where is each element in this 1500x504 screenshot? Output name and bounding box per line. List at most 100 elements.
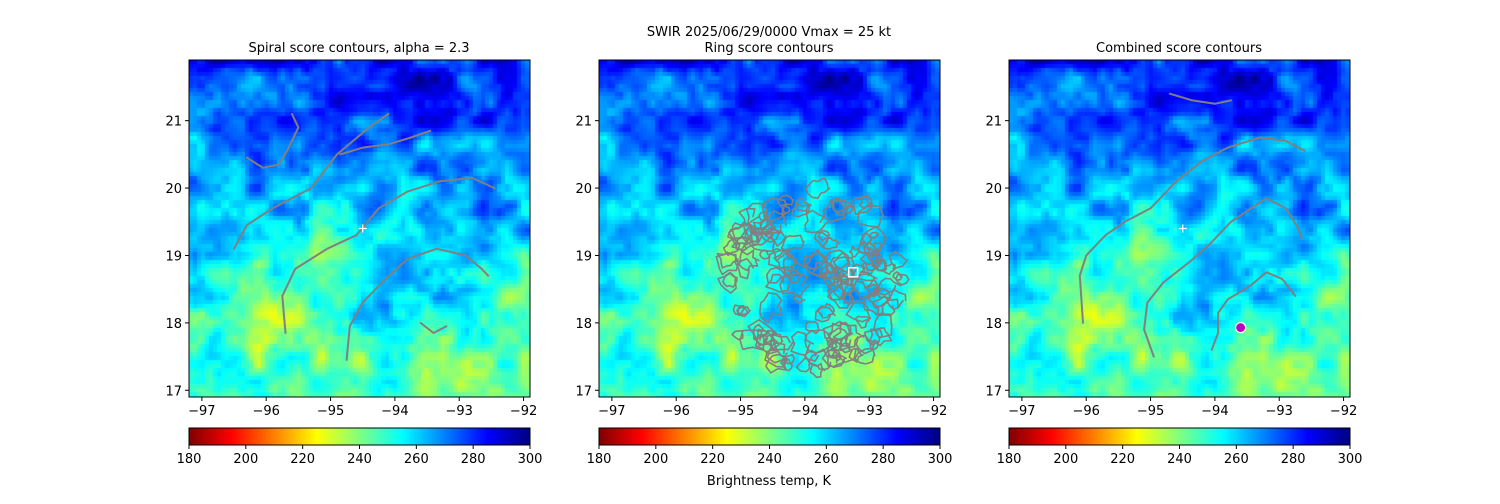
ring-contour xyxy=(848,347,864,363)
ring-contour xyxy=(752,323,770,340)
ring-contour xyxy=(814,305,836,323)
y-tick-label: 20 xyxy=(985,182,1002,197)
ring-contour xyxy=(856,204,885,228)
ring-contour xyxy=(852,194,873,216)
x-tick-label: −96 xyxy=(252,404,279,419)
spiral-contour xyxy=(245,112,300,169)
ring-contour xyxy=(843,292,854,305)
ring-contour xyxy=(804,320,820,335)
ring-contour xyxy=(792,294,806,305)
ring-contour xyxy=(869,339,880,350)
combined-contour xyxy=(1210,271,1297,351)
ring-contour xyxy=(877,277,902,296)
x-tick-label: −93 xyxy=(856,404,883,419)
ring-contour xyxy=(869,327,893,347)
y-tick-label: 17 xyxy=(165,384,182,399)
y-tick-label: 18 xyxy=(575,317,592,332)
spiral-contour xyxy=(345,247,490,361)
x-tick-label: −96 xyxy=(1072,404,1099,419)
ring-contour xyxy=(821,347,846,368)
colorbar-tick-label: 280 xyxy=(461,452,486,467)
ring-contour xyxy=(813,231,832,248)
ring-contour xyxy=(850,263,866,280)
ring-contour xyxy=(839,342,851,354)
axes-frame xyxy=(598,59,941,398)
y-tick-label: 20 xyxy=(165,182,182,197)
x-tick-label: −97 xyxy=(1008,404,1035,419)
spiral-contour xyxy=(281,176,496,334)
colorbar-tick-label: 280 xyxy=(1281,452,1306,467)
spiral-center-marker xyxy=(1178,224,1187,233)
y-tick-label: 17 xyxy=(575,384,592,399)
x-tick-label: −97 xyxy=(598,404,625,419)
spiral-contour xyxy=(339,129,432,156)
ring-panel: Ring score contours −97 −96 −95 −94 −93 −92 17… xyxy=(575,41,952,467)
colorbar-tick-label: 200 xyxy=(233,452,258,467)
ring-contour xyxy=(793,197,812,212)
ring-contour xyxy=(804,329,833,354)
ring-contour xyxy=(827,347,847,368)
y-tick-label: 21 xyxy=(575,115,592,130)
x-tick-label: −94 xyxy=(381,404,408,419)
combined-contour xyxy=(1168,92,1232,105)
ring-contour xyxy=(823,265,845,289)
ring-contour xyxy=(733,257,754,280)
ring-contour xyxy=(759,210,787,236)
ring-contour xyxy=(790,331,815,357)
ring-contour xyxy=(870,253,883,269)
ring-contour xyxy=(844,205,854,214)
y-tick-label: 19 xyxy=(165,249,182,264)
combined-center-marker xyxy=(1235,321,1247,334)
colorbar-tick-label: 220 xyxy=(700,452,725,467)
ring-contour xyxy=(861,261,877,277)
x-tick-label: −92 xyxy=(920,404,947,419)
ring-contour xyxy=(780,234,805,253)
ring-contour xyxy=(732,304,745,316)
colorbar-tick-label: 260 xyxy=(1224,452,1249,467)
ring-contour xyxy=(747,319,777,347)
colorbar-tick-label: 200 xyxy=(1053,452,1078,467)
ring-contour xyxy=(766,341,788,364)
x-tick-label: −93 xyxy=(1266,404,1293,419)
ring-contour xyxy=(731,330,744,341)
ring-contour xyxy=(803,249,827,270)
ring-contour xyxy=(858,194,873,210)
ring-contour xyxy=(764,348,790,368)
colorbar-tick-label: 260 xyxy=(404,452,429,467)
colorbar-tick-label: 280 xyxy=(871,452,896,467)
ring-contour xyxy=(772,247,787,262)
y-tick-label: 17 xyxy=(985,384,1002,399)
ring-contour xyxy=(832,256,858,282)
ring-contour xyxy=(731,236,748,252)
colorbar-tick-label: 240 xyxy=(347,452,372,467)
ring-contour xyxy=(738,207,760,227)
ring-contour xyxy=(818,264,841,281)
ring-contour xyxy=(888,250,909,269)
axes-frame xyxy=(188,59,531,398)
colorbar-tick-label: 300 xyxy=(518,452,543,467)
ring-contour xyxy=(826,327,852,352)
ring-contour xyxy=(805,177,831,199)
colorbar-label: Brightness temp, K xyxy=(707,474,832,489)
ring-contour xyxy=(755,328,779,355)
ring-contour xyxy=(736,305,751,317)
ring-contour xyxy=(864,328,884,346)
colorbar-tick-label: 180 xyxy=(997,452,1022,467)
ring-contour xyxy=(765,273,791,293)
ring-contour xyxy=(826,284,845,301)
y-tick-label: 20 xyxy=(575,182,592,197)
ring-contour xyxy=(873,259,888,271)
ring-contour xyxy=(780,358,794,372)
ring-contour xyxy=(795,356,812,373)
ring-contour xyxy=(738,249,760,272)
ring-contour xyxy=(816,303,836,319)
colorbar xyxy=(188,427,531,446)
ring-contour xyxy=(787,268,802,284)
x-tick-label: −95 xyxy=(727,404,754,419)
ring-panel-title: Ring score contours xyxy=(704,41,833,56)
ring-contour xyxy=(868,231,880,240)
y-tick-label: 19 xyxy=(575,249,592,264)
spiral-panel: Spiral score contours, alpha = 2.3 −97 −9… xyxy=(165,41,542,467)
ring-contour xyxy=(745,223,764,243)
